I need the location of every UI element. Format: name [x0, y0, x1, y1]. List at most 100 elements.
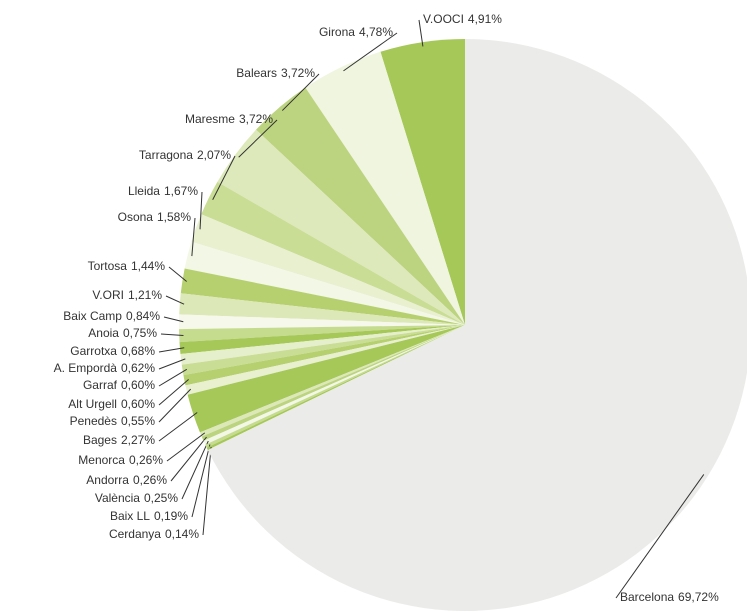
value-label: 0,75% [123, 326, 157, 340]
leader-line [158, 358, 186, 370]
value-label: 0,60% [121, 378, 155, 392]
value-label: 2,07% [197, 148, 231, 162]
value-label: 0,14% [165, 527, 199, 541]
pie-slice [305, 51, 465, 325]
slice-label: Bages 2,27% [83, 433, 155, 447]
value-label: 1,67% [164, 184, 198, 198]
category-name: A. Empordà [54, 361, 118, 375]
category-name: Bages [83, 433, 117, 447]
slice-label: Tortosa 1,44% [88, 259, 166, 273]
slice-label: A. Empordà 0,62% [54, 361, 156, 375]
slice-label: Cerdanya 0,14% [109, 527, 199, 541]
value-label: 3,72% [239, 112, 273, 126]
slice-label: Andorra 0,26% [86, 473, 167, 487]
value-label: 2,27% [121, 433, 155, 447]
pie-slice [201, 325, 465, 441]
value-label: 0,26% [133, 473, 167, 487]
leader-line [160, 333, 184, 336]
pie-slice [205, 325, 465, 448]
pie-slice [183, 325, 466, 386]
slice-label: Lleida 1,67% [128, 184, 198, 198]
category-name: Anoia [88, 326, 119, 340]
category-name: Cerdanya [109, 527, 161, 541]
pie-slice [217, 129, 465, 325]
category-name: V.ORI [92, 288, 124, 302]
category-name: Girona [319, 25, 355, 39]
value-label: 1,44% [131, 259, 165, 273]
leader-line [615, 474, 705, 599]
category-name: Garraf [83, 378, 118, 392]
slice-label: Barcelona 69,72% [620, 590, 719, 604]
pie-slice [203, 325, 465, 445]
value-label: 0,55% [121, 414, 155, 428]
leader-line [163, 316, 184, 323]
leader-line [212, 155, 236, 200]
leader-line [181, 440, 209, 500]
category-name: V.OOCI [423, 12, 464, 26]
pie-slice [181, 325, 466, 376]
pie-slice [380, 39, 465, 325]
leader-line [191, 217, 196, 257]
leader-line [199, 191, 203, 230]
slice-label: València 0,25% [95, 491, 178, 505]
slice-label: Anoia 0,75% [88, 326, 157, 340]
pie-slice [179, 325, 465, 343]
pie-slice [207, 39, 747, 611]
leader-line [238, 119, 278, 158]
category-name: Andorra [86, 473, 129, 487]
value-label: 0,84% [126, 309, 160, 323]
category-name: Baix Camp [63, 309, 122, 323]
pie-slice [199, 325, 465, 437]
pie-slice [201, 181, 465, 325]
slice-label: Maresme 3,72% [185, 112, 273, 126]
value-label: 3,72% [281, 66, 315, 80]
leader-line [168, 266, 187, 282]
slice-label: Penedès 0,55% [70, 414, 156, 428]
value-label: 69,72% [678, 590, 719, 604]
category-name: València [95, 491, 140, 505]
category-name: Balears [236, 66, 277, 80]
pie-slice [179, 325, 466, 355]
pie-slice [206, 325, 466, 450]
value-label: 4,91% [468, 12, 502, 26]
leader-line [165, 295, 185, 305]
category-name: Garrotxa [70, 344, 117, 358]
category-name: Lleida [128, 184, 160, 198]
slice-label: Baix Camp 0,84% [63, 309, 160, 323]
slice-label: Garrotxa 0,68% [70, 344, 155, 358]
leader-line [343, 32, 398, 72]
slice-label: V.ORI 1,21% [92, 288, 162, 302]
value-label: 0,60% [121, 397, 155, 411]
category-name: Alt Urgell [68, 397, 117, 411]
slice-label: Balears 3,72% [236, 66, 315, 80]
pie-slice [191, 214, 465, 325]
leader-line [158, 388, 192, 423]
pie-slice [180, 268, 465, 325]
category-name: Penedès [70, 414, 117, 428]
pie-slice [179, 293, 465, 325]
leader-line [158, 347, 185, 353]
value-label: 4,78% [359, 25, 393, 39]
pie-slice [184, 241, 465, 325]
leader-line [158, 379, 189, 406]
pie-slice [187, 325, 465, 433]
leader-line [158, 368, 188, 387]
category-name: Tarragona [139, 148, 193, 162]
pie-slice [180, 325, 465, 365]
category-name: Maresme [185, 112, 235, 126]
value-label: 1,58% [157, 210, 191, 224]
pie-slice [179, 314, 465, 330]
leader-line [191, 444, 211, 518]
slice-label: Alt Urgell 0,60% [68, 397, 155, 411]
category-name: Barcelona [620, 590, 674, 604]
value-label: 1,21% [128, 288, 162, 302]
value-label: 0,62% [121, 361, 155, 375]
value-label: 0,25% [144, 491, 178, 505]
value-label: 0,26% [129, 453, 163, 467]
category-name: Osona [118, 210, 154, 224]
slice-label: Menorca 0,26% [78, 453, 163, 467]
slice-label: Baix LL 0,19% [110, 509, 188, 523]
slice-label: Garraf 0,60% [83, 378, 155, 392]
leader-line [202, 446, 212, 536]
